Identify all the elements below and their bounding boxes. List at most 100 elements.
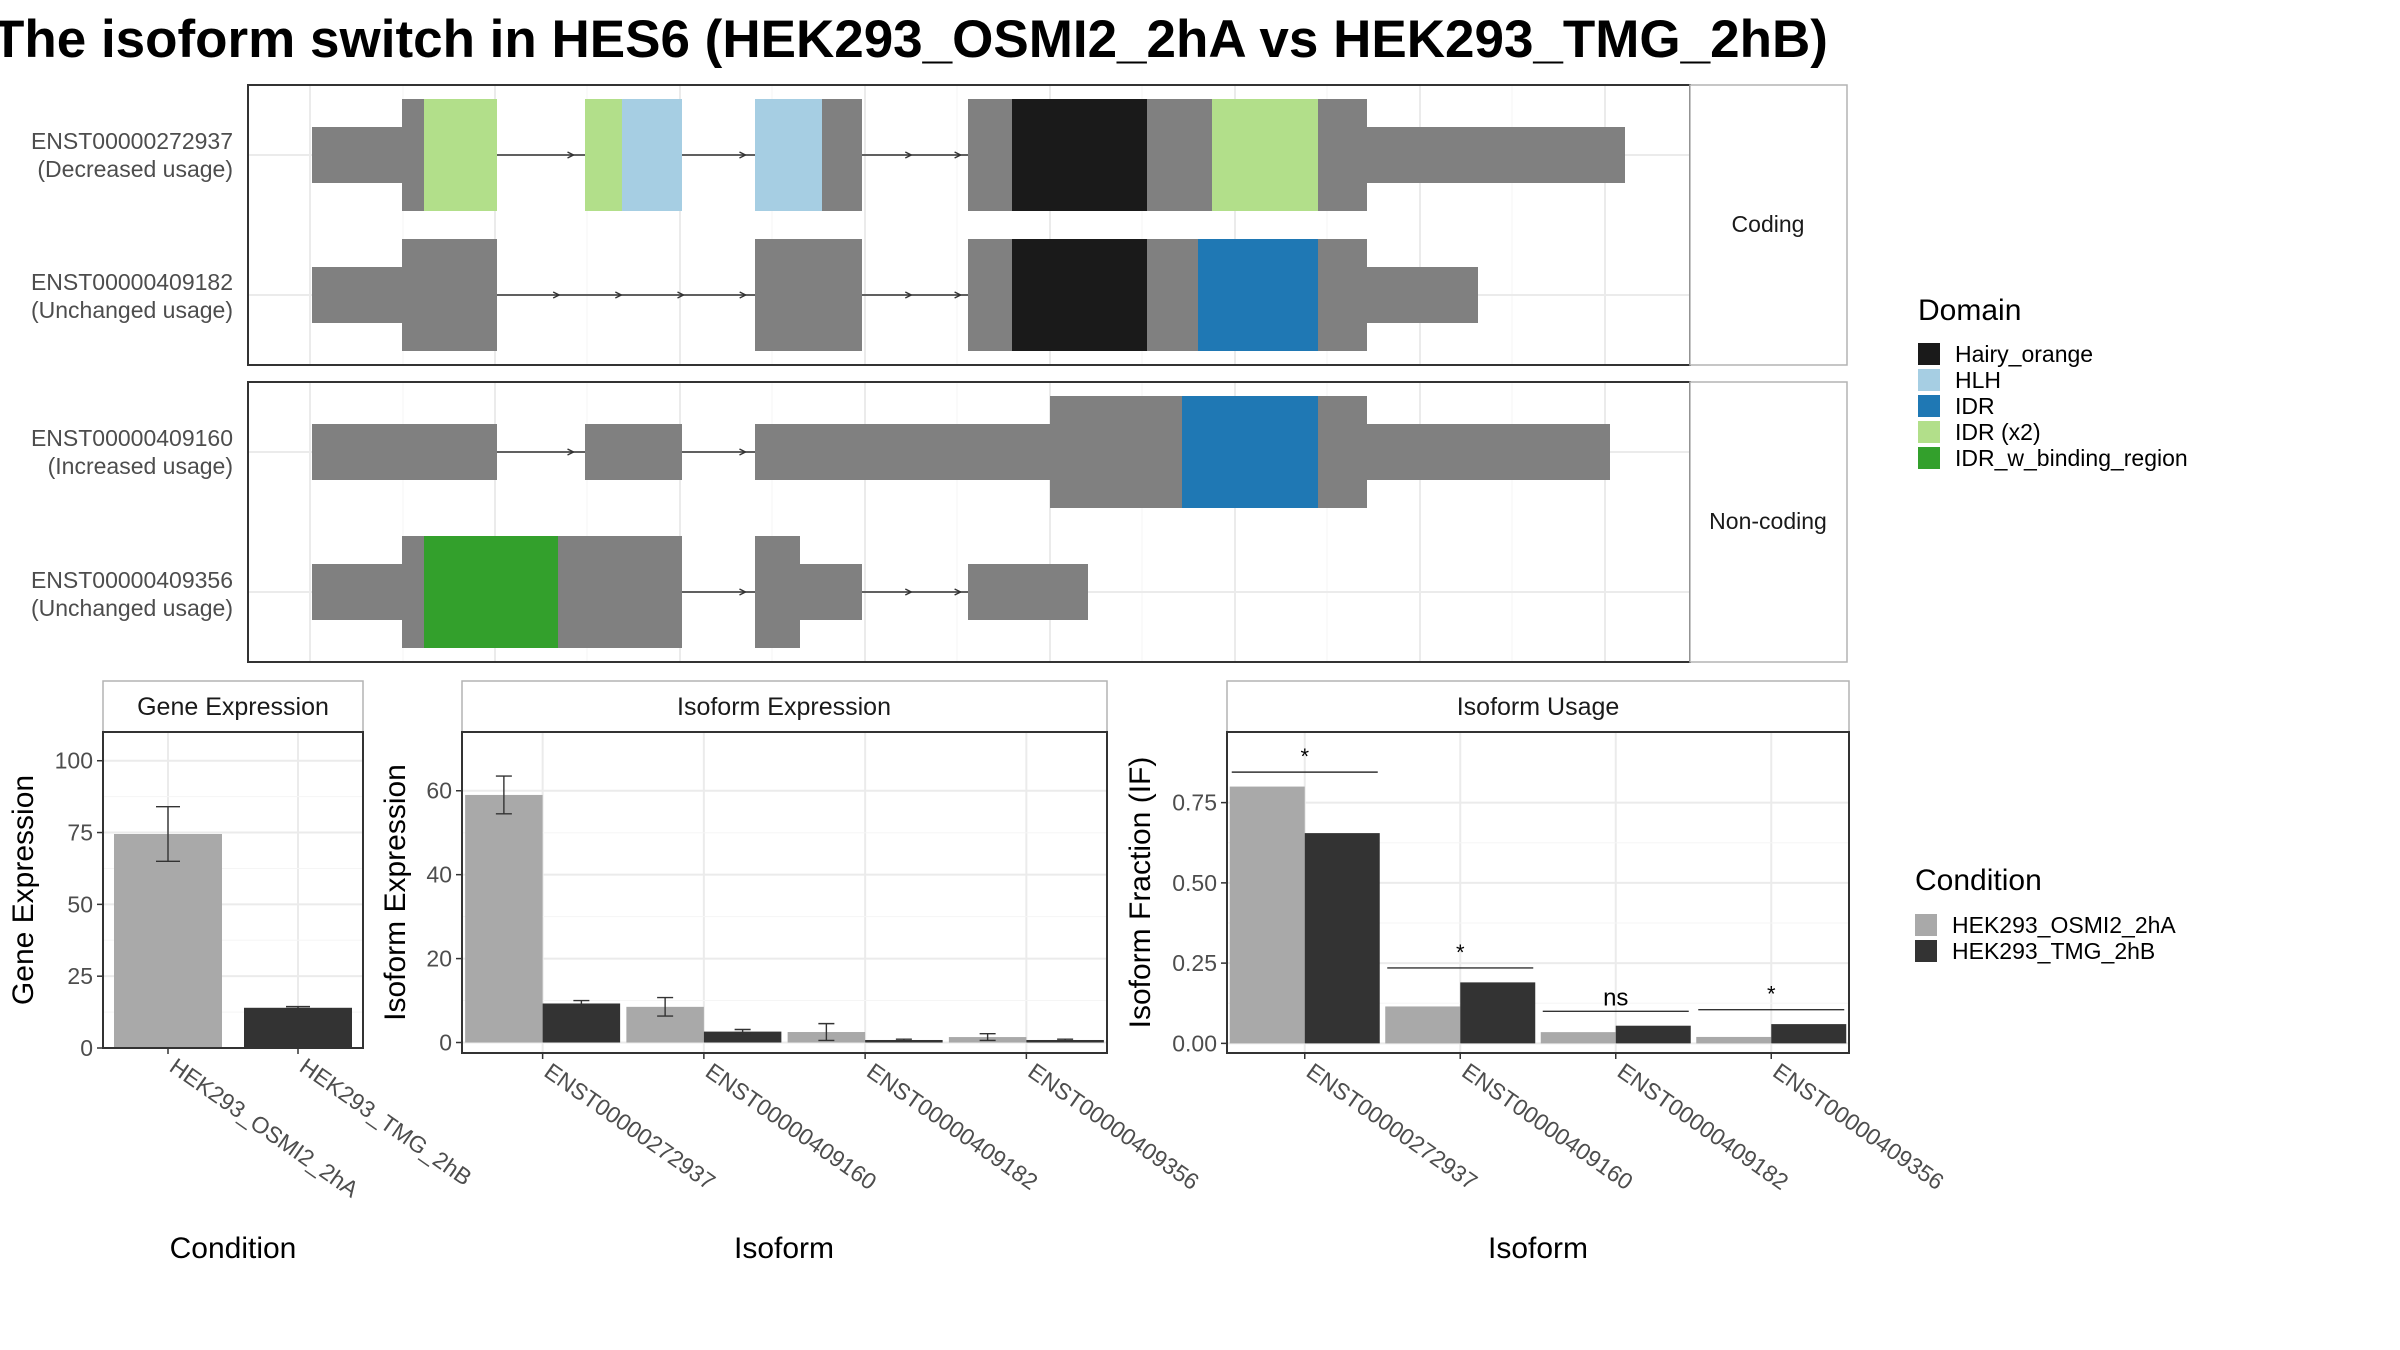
x-axis-title: Isoform — [734, 1232, 834, 1265]
transcript-structures — [312, 99, 1625, 351]
noncoding-exon — [800, 564, 862, 620]
domain-block — [755, 99, 822, 211]
intron-arrow — [954, 151, 963, 159]
domain-block — [1012, 239, 1147, 351]
intron-arrow — [954, 291, 963, 299]
legend-title: Domain — [1918, 294, 2021, 327]
legend-swatch — [1918, 369, 1940, 391]
noncoding-exon — [1367, 267, 1478, 323]
panel-background — [462, 732, 1107, 1053]
y-tick-label: 0.00 — [1172, 1030, 1217, 1056]
bar — [542, 1003, 621, 1043]
isoform-usage-label: (Decreased usage) — [37, 156, 233, 182]
transcript-structures — [312, 396, 1610, 648]
bar — [1540, 1032, 1616, 1044]
y-tick-label: 60 — [426, 778, 452, 804]
y-tick-label: 0 — [80, 1035, 93, 1061]
y-tick-label: 50 — [67, 891, 93, 917]
intron-arrow — [552, 291, 561, 299]
y-tick-label: 0 — [439, 1030, 452, 1056]
domain-block — [1212, 99, 1318, 211]
transcript-panel-noncoding: Non-coding ENST00000409160 (Increased us… — [31, 381, 1848, 663]
facet-strip-noncoding — [1689, 381, 1848, 663]
x-tick-label: ENST00000409356 — [1024, 1058, 1204, 1195]
noncoding-exon — [312, 267, 402, 323]
isoform-usage-label: (Increased usage) — [48, 453, 233, 479]
legend-label: HEK293_OSMI2_2hA — [1952, 912, 2176, 938]
x-tick-label: ENST00000272937 — [540, 1058, 720, 1195]
bar — [465, 794, 543, 1043]
domain-block — [1182, 396, 1318, 508]
domain-block — [622, 99, 682, 211]
facet-strip — [102, 680, 364, 733]
legend-label: Hairy_orange — [1955, 341, 2093, 367]
domain-block — [1198, 239, 1318, 351]
y-axis-title: Isoform Fraction (IF) — [1124, 757, 1157, 1029]
panel-border — [461, 731, 1108, 1054]
y-tick-label: 40 — [426, 862, 452, 888]
intron-arrow — [739, 448, 748, 456]
figure-title: The isoform switch in HES6 (HEK293_OSMI2… — [0, 10, 1828, 69]
panel-border — [1226, 731, 1850, 1054]
intron-arrow — [739, 588, 748, 596]
legend-label: IDR_w_binding_region — [1955, 445, 2188, 471]
significance-label: ns — [1603, 984, 1628, 1011]
isoform-usage-label: (Unchanged usage) — [31, 595, 233, 621]
bar — [1771, 1024, 1847, 1044]
intron-arrow — [677, 291, 686, 299]
chart-title: Isoform Usage — [1457, 693, 1620, 721]
transcript-panel-coding: Coding ENST00000272937 (Decreased usage)… — [31, 84, 1848, 366]
domain-block — [1012, 99, 1147, 211]
x-tick-label: ENST00000409160 — [701, 1058, 881, 1195]
intron-arrow — [739, 151, 748, 159]
intron-arrow — [904, 291, 913, 299]
x-tick-label: ENST00000409182 — [1613, 1058, 1793, 1195]
noncoding-exon — [1367, 127, 1625, 183]
noncoding-exon — [1367, 424, 1610, 480]
legend-label: HLH — [1955, 367, 2001, 393]
coding-exon — [755, 536, 800, 648]
panel-border — [102, 731, 364, 1049]
intron-arrow — [615, 291, 623, 299]
legend-swatch — [1915, 914, 1937, 936]
domain-block — [585, 99, 622, 211]
y-tick-label: 0.75 — [1172, 790, 1217, 816]
y-tick-label: 20 — [426, 946, 452, 972]
y-tick-label: 0.25 — [1172, 950, 1217, 976]
isoform-usage-label: (Unchanged usage) — [31, 297, 233, 323]
bar — [1615, 1025, 1691, 1044]
bar — [244, 1007, 352, 1048]
y-axis-title: Isoform Expression — [379, 764, 412, 1021]
intron-arrow — [567, 151, 576, 159]
bar — [1696, 1036, 1772, 1044]
x-axis-title: Isoform — [1488, 1232, 1588, 1265]
facet-strip — [461, 680, 1108, 733]
noncoding-exon — [755, 424, 1050, 480]
facet-label-coding: Coding — [1732, 211, 1805, 237]
facet-label-noncoding: Non-coding — [1709, 508, 1827, 534]
x-tick-label: ENST00000272937 — [1302, 1058, 1482, 1195]
isoform-label: ENST00000272937 — [31, 128, 233, 154]
coding-exon — [402, 239, 497, 351]
plot-panel — [462, 732, 1107, 1053]
significance-label: * — [1300, 744, 1309, 769]
isoform-expression-chart: Isoform Expression 0 20 40 60 ENST00000272937… — [379, 680, 1204, 1265]
legend-label: HEK293_TMG_2hB — [1952, 938, 2155, 964]
intron-arrow — [904, 588, 913, 596]
legend-label: IDR — [1955, 393, 1995, 419]
chart-title: Isoform Expression — [677, 693, 891, 721]
legend-swatch — [1918, 395, 1940, 417]
intron-arrow — [567, 448, 576, 456]
x-tick-label: ENST00000409356 — [1768, 1058, 1948, 1195]
bar — [1385, 1006, 1461, 1044]
x-tick-label: ENST00000409182 — [862, 1058, 1042, 1195]
noncoding-exon — [312, 564, 402, 620]
bar — [1304, 833, 1380, 1044]
legend-swatch — [1918, 447, 1940, 469]
y-tick-label: 25 — [67, 963, 93, 989]
legend-label: IDR (x2) — [1955, 419, 2041, 445]
isoform-label: ENST00000409356 — [31, 567, 233, 593]
